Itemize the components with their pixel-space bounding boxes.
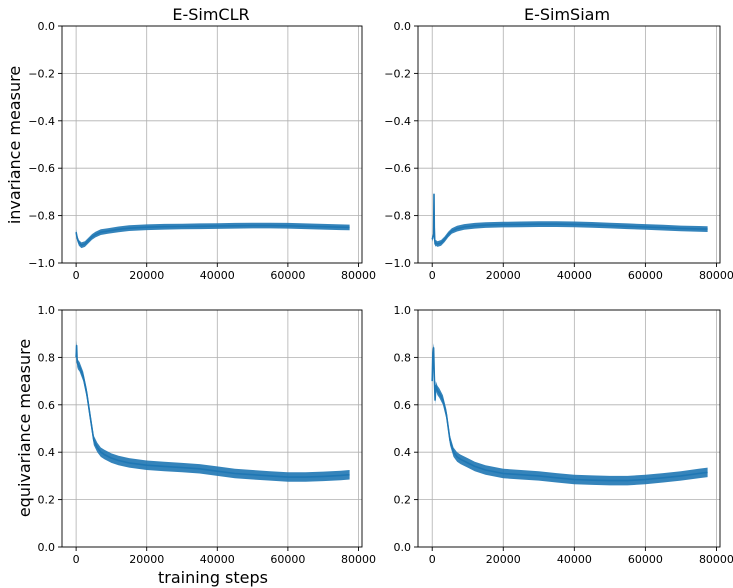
y-axis-label-equivariance: equivariance measure — [15, 339, 34, 517]
axes-frame — [61, 309, 363, 548]
panel-e-simclr-equivariance: 0 20000 40000 60000 80000 0.0 0.2 0.4 0.6 0.8 1.0 — [38, 304, 376, 566]
y-tick-label: −0.8 — [384, 210, 411, 223]
x-tick-label: 0 — [73, 269, 80, 282]
x-tick-label: 80000 — [699, 553, 733, 566]
y-tick-label: 0.8 — [394, 351, 412, 364]
y-tick-label: 0.0 — [38, 20, 56, 33]
x-tick-label: 40000 — [200, 553, 235, 566]
x-tick-label: 0 — [429, 553, 436, 566]
x-tick-label: 40000 — [557, 553, 592, 566]
chart-title-e-simsiam: E-SimSiam — [524, 5, 610, 24]
axes-frame — [61, 25, 363, 264]
x-tick-label: 80000 — [341, 269, 376, 282]
chart-title-e-simclr: E-SimCLR — [172, 5, 249, 24]
y-tick-label: 0.0 — [38, 541, 56, 554]
panel-e-simsiam-invariance: 0 20000 40000 60000 80000 −1.0 −0.8 −0.6 −0.4 −0.… — [384, 20, 733, 282]
x-tick-label: 60000 — [628, 553, 663, 566]
y-tick-label: 0.4 — [394, 446, 412, 459]
y-tick-label: 0.0 — [394, 541, 412, 554]
y-tick-label: 0.2 — [394, 494, 412, 507]
x-axis-label-training-steps: training steps — [158, 568, 268, 587]
axes-frame — [417, 309, 721, 548]
x-tick-label: 0 — [429, 269, 436, 282]
series-line — [75, 224, 350, 246]
y-tick-label: −0.4 — [28, 115, 55, 128]
x-tick-label: 60000 — [270, 553, 305, 566]
y-tick-label: 1.0 — [394, 304, 412, 317]
x-tick-label: 20000 — [129, 269, 164, 282]
series-noise-band — [76, 222, 350, 249]
y-tick-label: 0.4 — [38, 446, 56, 459]
y-tick-label: 1.0 — [38, 304, 56, 317]
y-tick-label: −0.6 — [28, 162, 55, 175]
series-line — [431, 193, 708, 245]
y-tick-label: 0.6 — [394, 399, 412, 412]
y-tick-label: −0.2 — [384, 67, 411, 80]
axes-frame — [417, 25, 721, 264]
series-line — [431, 347, 708, 482]
x-tick-label: 40000 — [200, 269, 235, 282]
y-tick-label: −1.0 — [28, 257, 55, 270]
y-tick-label: 0.6 — [38, 399, 56, 412]
x-tick-label: 40000 — [557, 269, 592, 282]
y-tick-label: −1.0 — [384, 257, 411, 270]
y-tick-label: −0.4 — [384, 115, 411, 128]
y-tick-label: 0.8 — [38, 351, 56, 364]
x-tick-label: 20000 — [486, 269, 521, 282]
x-tick-label: 20000 — [129, 553, 164, 566]
y-tick-label: 0.2 — [38, 494, 56, 507]
y-tick-label: −0.8 — [28, 210, 55, 223]
x-tick-label: 60000 — [270, 269, 305, 282]
y-tick-label: −0.6 — [384, 162, 411, 175]
panel-e-simclr-invariance: 0 20000 40000 60000 80000 −1.0 −0.8 −0.6 −0.4 −0.… — [28, 20, 376, 282]
y-tick-label: −0.2 — [28, 67, 55, 80]
y-axis-label-invariance: invariance measure — [5, 66, 24, 224]
x-tick-label: 60000 — [628, 269, 663, 282]
y-tick-label: 0.0 — [394, 20, 412, 33]
x-tick-label: 0 — [73, 553, 80, 566]
panel-e-simsiam-equivariance: 0 20000 40000 60000 80000 0.0 0.2 0.4 0.6 0.8 1.0 — [394, 304, 733, 566]
series-line — [75, 344, 350, 478]
x-tick-label: 80000 — [341, 553, 376, 566]
x-tick-label: 20000 — [486, 553, 521, 566]
x-tick-label: 80000 — [699, 269, 733, 282]
